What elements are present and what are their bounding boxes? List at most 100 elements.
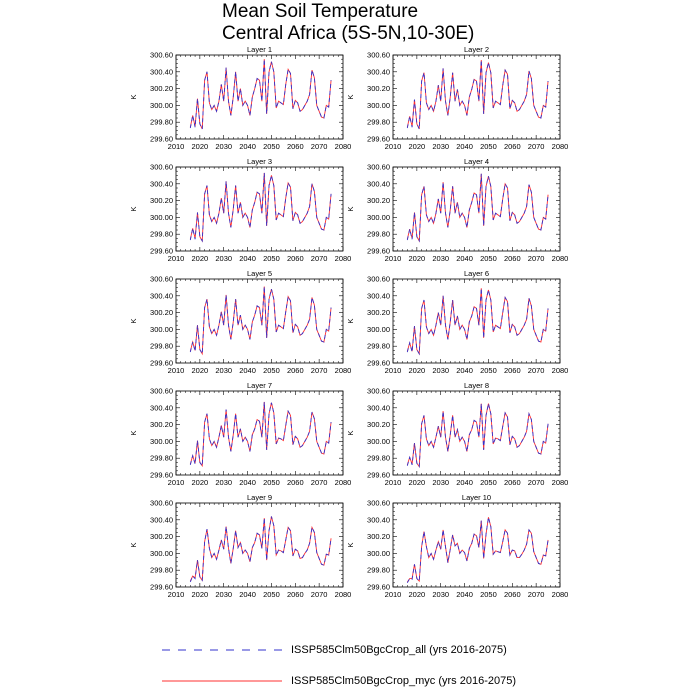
- x-tick-label: 2070: [528, 254, 545, 263]
- y-tick-label: 299.80: [367, 454, 390, 463]
- x-tick-label: 2050: [263, 254, 280, 263]
- x-tick-label: 2040: [239, 478, 256, 487]
- series-line-all: [189, 172, 332, 243]
- legend-label-all: ISSP585Clm50BgcCrop_all (yrs 2016-2075): [291, 644, 507, 656]
- y-tick-label: 300.20: [150, 308, 173, 317]
- y-axis-label: K: [129, 430, 138, 435]
- x-tick-label: 2020: [192, 254, 209, 263]
- series-line-all: [406, 288, 549, 356]
- y-axis-label: K: [129, 318, 138, 323]
- y-axis-label: K: [346, 430, 355, 435]
- x-tick-label: 2030: [432, 366, 449, 375]
- panel-frame: [392, 502, 561, 588]
- x-tick-label: 2060: [287, 142, 304, 151]
- y-tick-label: 300.40: [150, 67, 173, 76]
- y-tick-label: 299.80: [367, 118, 390, 127]
- x-tick-label: 2040: [456, 254, 473, 263]
- y-tick-label: 299.60: [150, 247, 173, 256]
- x-tick-label: 2080: [335, 254, 352, 263]
- series-line-all: [189, 59, 332, 130]
- x-tick-label: 2040: [239, 142, 256, 151]
- y-tick-label: 300.40: [367, 179, 390, 188]
- x-tick-label: 2070: [311, 478, 328, 487]
- panel-frame: [175, 166, 344, 252]
- x-tick-label: 2010: [168, 478, 185, 487]
- y-tick-label: 300.00: [150, 101, 173, 110]
- panel-layer-6: Layer 6 K 2010 2020 2030 2040 2050 2060 2070 2080…: [346, 269, 568, 375]
- y-tick-label: 300.00: [150, 437, 173, 446]
- x-tick-label: 2010: [385, 478, 402, 487]
- x-tick-label: 2030: [215, 142, 232, 151]
- panel-title: Layer 4: [464, 157, 489, 166]
- y-tick-label: 299.60: [367, 135, 390, 144]
- y-tick-label: 299.80: [367, 566, 390, 575]
- y-tick-label: 300.00: [150, 325, 173, 334]
- series-line-all: [189, 286, 332, 356]
- y-tick-label: 300.40: [367, 67, 390, 76]
- y-tick-label: 299.80: [150, 454, 173, 463]
- y-tick-label: 300.40: [150, 179, 173, 188]
- panel-title: Layer 1: [247, 45, 272, 54]
- x-tick-label: 2010: [385, 366, 402, 375]
- x-tick-label: 2040: [456, 142, 473, 151]
- y-tick-label: 300.00: [367, 213, 390, 222]
- y-tick-label: 300.20: [150, 420, 173, 429]
- y-tick-label: 299.80: [150, 566, 173, 575]
- y-tick-label: 300.20: [150, 84, 173, 93]
- figure-title-line-1: Mean Soil Temperature: [222, 1, 418, 22]
- x-tick-label: 2070: [528, 366, 545, 375]
- y-axis-label: K: [129, 206, 138, 211]
- panels: Layer 1 K 2010 2020 2030 2040 2050 2060 2070 2080…: [129, 45, 568, 599]
- series-line-all: [406, 517, 549, 584]
- x-tick-label: 2060: [287, 366, 304, 375]
- x-tick-label: 2040: [239, 366, 256, 375]
- x-tick-label: 2060: [504, 478, 521, 487]
- x-tick-label: 2050: [263, 478, 280, 487]
- y-tick-label: 299.80: [150, 118, 173, 127]
- legend: ISSP585Clm50BgcCrop_all (yrs 2016-2075) …: [162, 644, 516, 687]
- y-axis-label: K: [129, 542, 138, 547]
- y-tick-label: 299.80: [150, 342, 173, 351]
- y-tick-label: 300.60: [367, 51, 390, 60]
- x-tick-label: 2030: [432, 254, 449, 263]
- panel-title: Layer 8: [464, 381, 489, 390]
- x-tick-label: 2050: [263, 590, 280, 599]
- y-tick-label: 300.00: [150, 549, 173, 558]
- panel-title: Layer 2: [464, 45, 489, 54]
- y-axis-label: K: [346, 206, 355, 211]
- y-tick-label: 299.60: [367, 583, 390, 592]
- y-tick-label: 300.00: [367, 549, 390, 558]
- panel-layer-1: Layer 1 K 2010 2020 2030 2040 2050 2060 2070 2080…: [129, 45, 351, 151]
- figure-title-line-2: Central Africa (5S-5N,10-30E): [222, 23, 474, 44]
- x-tick-label: 2040: [456, 590, 473, 599]
- y-tick-label: 299.60: [150, 135, 173, 144]
- x-tick-label: 2070: [528, 142, 545, 151]
- y-tick-label: 300.60: [150, 275, 173, 284]
- x-tick-label: 2020: [409, 590, 426, 599]
- y-tick-label: 300.40: [150, 403, 173, 412]
- x-tick-label: 2050: [480, 366, 497, 375]
- x-tick-label: 2050: [480, 254, 497, 263]
- y-tick-label: 299.60: [367, 359, 390, 368]
- x-tick-label: 2020: [409, 478, 426, 487]
- x-tick-label: 2080: [552, 590, 569, 599]
- panel-layer-10: Layer 10 K 2010 2020 2030 2040 2050 2060 2070 208…: [346, 493, 568, 599]
- panel-title: Layer 3: [247, 157, 272, 166]
- x-tick-label: 2070: [311, 590, 328, 599]
- x-tick-label: 2060: [504, 254, 521, 263]
- y-tick-label: 300.40: [150, 515, 173, 524]
- y-tick-label: 299.60: [150, 359, 173, 368]
- x-tick-label: 2060: [287, 478, 304, 487]
- x-tick-label: 2050: [480, 590, 497, 599]
- panel-layer-4: Layer 4 K 2010 2020 2030 2040 2050 2060 2070 2080…: [346, 157, 568, 263]
- y-tick-label: 300.00: [150, 213, 173, 222]
- panel-frame: [392, 166, 561, 252]
- y-axis-label: K: [129, 94, 138, 99]
- x-tick-label: 2010: [168, 254, 185, 263]
- y-tick-label: 299.80: [367, 230, 390, 239]
- series-line-all: [406, 60, 549, 130]
- panel-layer-3: Layer 3 K 2010 2020 2030 2040 2050 2060 2070 2080…: [129, 157, 351, 263]
- x-tick-label: 2080: [552, 254, 569, 263]
- x-tick-label: 2040: [239, 254, 256, 263]
- x-tick-label: 2070: [311, 254, 328, 263]
